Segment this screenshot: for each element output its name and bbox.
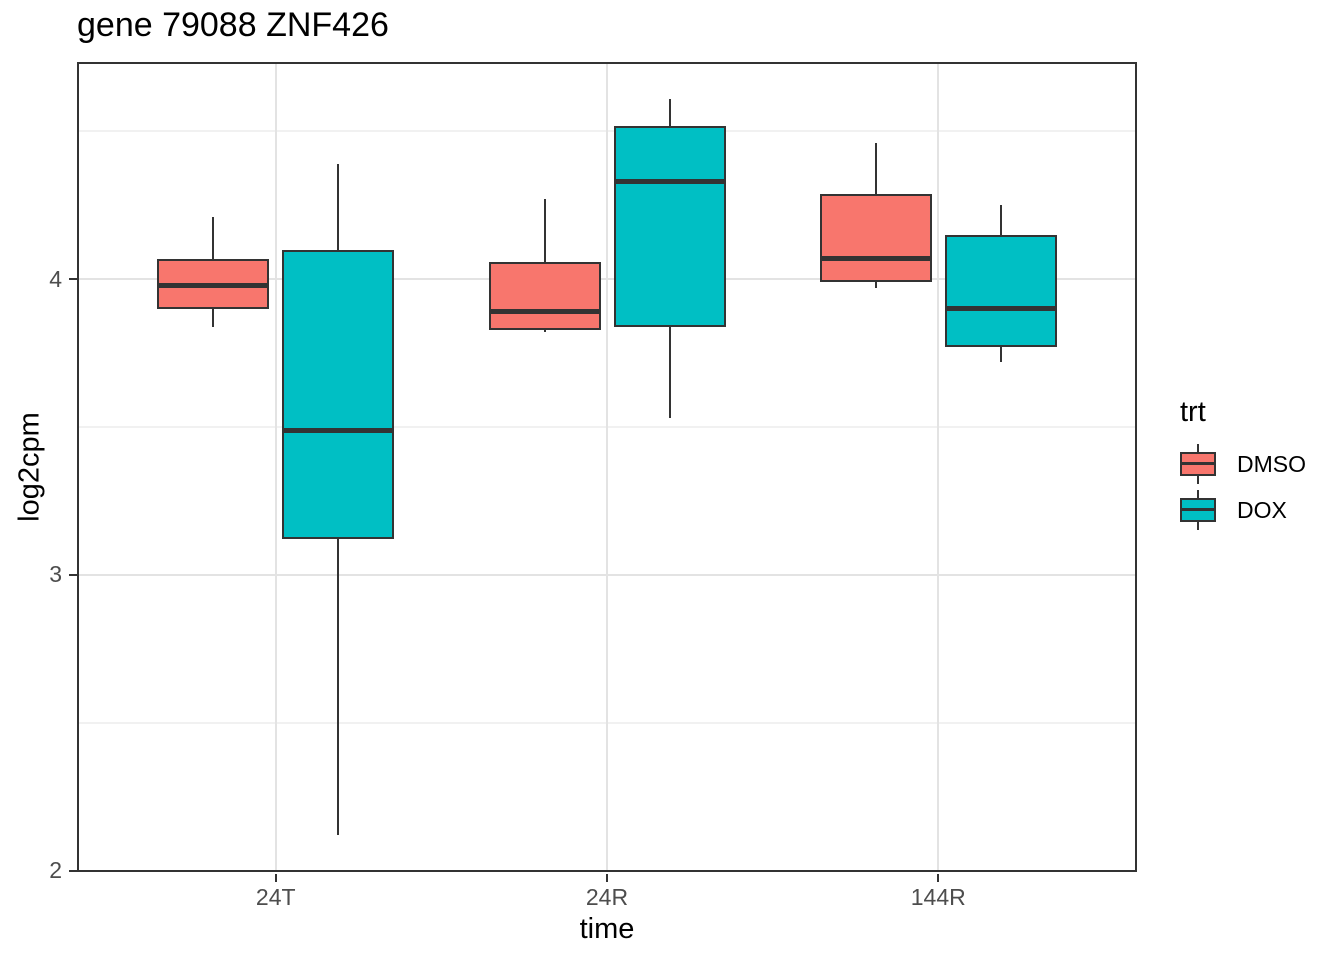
boxplot-box-dmso-24R	[488, 261, 601, 330]
legend-entries: DMSO DOX	[1180, 441, 1306, 533]
whisker-upper	[212, 217, 215, 259]
key-median	[1182, 462, 1214, 465]
legend-title: trt	[1180, 396, 1206, 428]
whisker-lower	[337, 539, 340, 836]
key-median	[1182, 508, 1214, 511]
gridline-vertical	[937, 62, 940, 872]
whisker-lower	[212, 308, 215, 327]
boxplot-box-dox-24R	[613, 125, 726, 327]
legend-row-dmso: DMSO	[1180, 441, 1306, 487]
y-tick-label: 4	[49, 265, 62, 292]
gridline-vertical	[606, 62, 608, 872]
whisker-upper	[668, 98, 671, 126]
whisker-lower	[668, 326, 671, 419]
y-tick-label: 3	[49, 561, 62, 588]
boxplot-key-icon	[1180, 490, 1216, 530]
median-line	[946, 306, 1055, 312]
whisker-lower	[543, 329, 546, 333]
y-tick-label: 2	[49, 857, 62, 884]
median-line	[821, 256, 930, 262]
x-tick-mark	[606, 874, 608, 882]
whisker-upper	[337, 163, 340, 250]
whisker-lower	[999, 347, 1002, 363]
y-axis-title: log2cpm	[13, 412, 46, 522]
median-line	[159, 282, 268, 288]
whisker-upper	[874, 143, 877, 194]
plot-panel	[77, 62, 1137, 872]
boxplot-box-dmso-144R	[819, 193, 932, 283]
boxplot-box-dox-144R	[944, 234, 1057, 348]
x-tick-mark	[937, 874, 940, 882]
legend-label: DOX	[1237, 496, 1287, 523]
x-tick-label: 24R	[585, 884, 629, 910]
whisker-upper	[543, 199, 546, 262]
x-axis-title: time	[579, 913, 635, 945]
x-tick-label: 144R	[910, 884, 966, 910]
median-line	[615, 179, 724, 185]
y-tick-mark	[69, 278, 77, 281]
median-line	[284, 427, 393, 433]
boxplot-key-icon	[1180, 444, 1216, 484]
plot-title: gene 79088 ZNF426	[77, 6, 389, 44]
x-tick-label: 24T	[255, 884, 296, 910]
boxplot-box-dox-24T	[282, 249, 395, 540]
legend: trt DMSO DOX	[1180, 396, 1306, 533]
legend-label: DMSO	[1237, 450, 1306, 477]
x-tick-mark	[274, 874, 277, 882]
y-tick-mark	[69, 573, 77, 576]
legend-row-dox: DOX	[1180, 487, 1306, 533]
whisker-lower	[874, 282, 877, 289]
y-tick-mark	[69, 869, 77, 872]
whisker-upper	[999, 205, 1002, 235]
gridline-vertical	[274, 62, 277, 872]
median-line	[490, 309, 599, 315]
